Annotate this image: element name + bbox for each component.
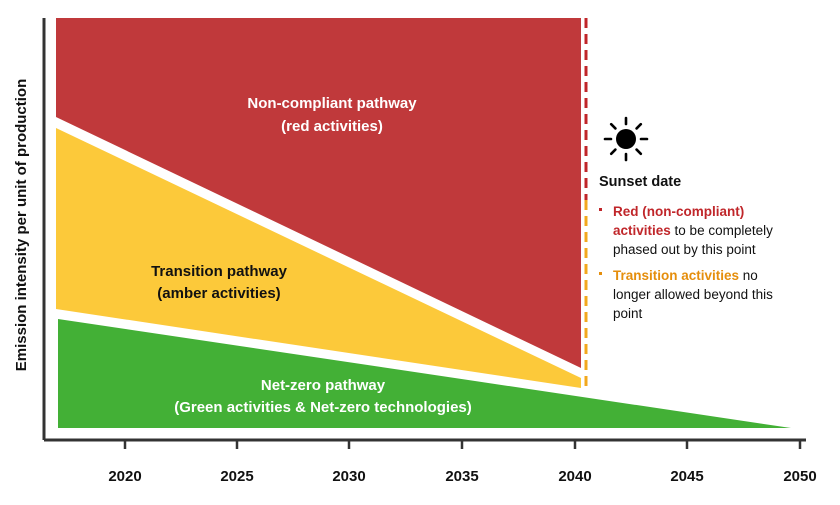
bullet-2-marker — [599, 272, 602, 275]
bullet-1-line2: activities to be completely — [613, 223, 773, 238]
bullet-1-line1: Red (non-compliant) — [613, 204, 744, 219]
bullet-1-line3: phased out by this point — [613, 242, 756, 257]
bullet-2-line2: longer allowed beyond this — [613, 287, 773, 302]
amber-zone-label-line2: (amber activities) — [157, 285, 280, 302]
tick-label-2045: 2045 — [670, 468, 703, 485]
bullet-1-rest-b: to be completely — [671, 223, 773, 238]
green-zone — [58, 319, 791, 428]
x-ticks — [123, 440, 802, 449]
bullet-1-highlight-b: activities — [613, 223, 671, 238]
bullet-2-highlight: Transition activities — [613, 268, 739, 283]
amber-zone-label-line1: Transition pathway — [151, 263, 288, 280]
bullet-2-rest: no — [739, 268, 758, 283]
tick-label-2050: 2050 — [783, 468, 816, 485]
green-zone-label-line2: (Green activities & Net-zero technologie… — [174, 399, 472, 416]
tick-label-2025: 2025 — [220, 468, 253, 485]
sun-icon — [603, 116, 649, 162]
red-zone-label-line2: (red activities) — [281, 118, 383, 135]
red-zone — [56, 18, 581, 368]
red-zone-label-line1: Non-compliant pathway — [247, 95, 417, 112]
tick-label-2040: 2040 — [558, 468, 591, 485]
bullet-2-line3: point — [613, 306, 643, 321]
tick-label-2030: 2030 — [332, 468, 365, 485]
sunset-title: Sunset date — [599, 174, 681, 190]
amber-zone — [56, 128, 581, 388]
bullet-1-marker — [599, 208, 602, 211]
green-zone-label-line1: Net-zero pathway — [261, 377, 386, 394]
bullet-2-line1: Transition activities no — [613, 268, 758, 283]
bullet-1-highlight-a: Red (non-compliant) — [613, 204, 744, 219]
y-axis-label: Emission intensity per unit of productio… — [13, 79, 30, 372]
tick-label-2020: 2020 — [108, 468, 141, 485]
tick-label-2035: 2035 — [445, 468, 478, 485]
